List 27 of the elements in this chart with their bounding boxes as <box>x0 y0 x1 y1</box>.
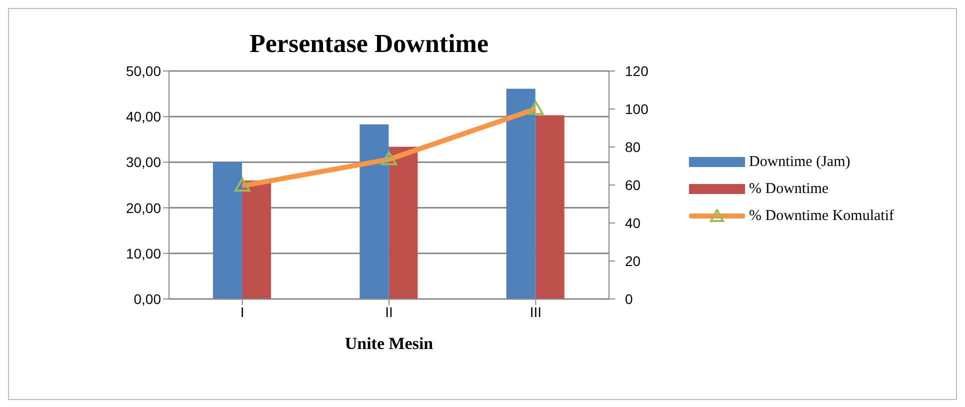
bar <box>242 180 271 299</box>
y-tick-label: 40,00 <box>126 108 162 125</box>
y2-tick-label: 0 <box>625 290 633 307</box>
legend-label: % Downtime <box>749 180 829 198</box>
bar <box>360 124 389 299</box>
x-axis-title: Unite Mesin <box>344 334 434 353</box>
legend-label: % Downtime Komulatif <box>749 208 894 224</box>
y2-tick-label: 100 <box>625 100 649 117</box>
y-tick-label: 20,00 <box>126 200 162 216</box>
y2-tick-label: 60 <box>625 176 641 193</box>
y-tick-label: 30,00 <box>126 154 162 170</box>
y2-tick-label: 120 <box>625 62 649 79</box>
bar <box>213 162 242 299</box>
x-tick-label: II <box>385 304 393 320</box>
y2-tick-label: 20 <box>625 252 641 269</box>
y-tick-label: 50,00 <box>126 62 162 79</box>
y2-tick-label: 40 <box>625 214 641 231</box>
bar <box>535 115 564 299</box>
x-tick-label: III <box>530 304 542 320</box>
x-tick-label: I <box>240 304 244 320</box>
legend-label: Downtime (Jam) <box>749 154 850 170</box>
chart-title: Persentase Downtime <box>248 29 490 59</box>
bar <box>388 146 418 299</box>
y-tick-label: 10,00 <box>126 245 162 262</box>
bar <box>506 88 536 299</box>
y2-tick-label: 80 <box>625 138 641 155</box>
y-tick-label: 0,00 <box>134 290 162 307</box>
